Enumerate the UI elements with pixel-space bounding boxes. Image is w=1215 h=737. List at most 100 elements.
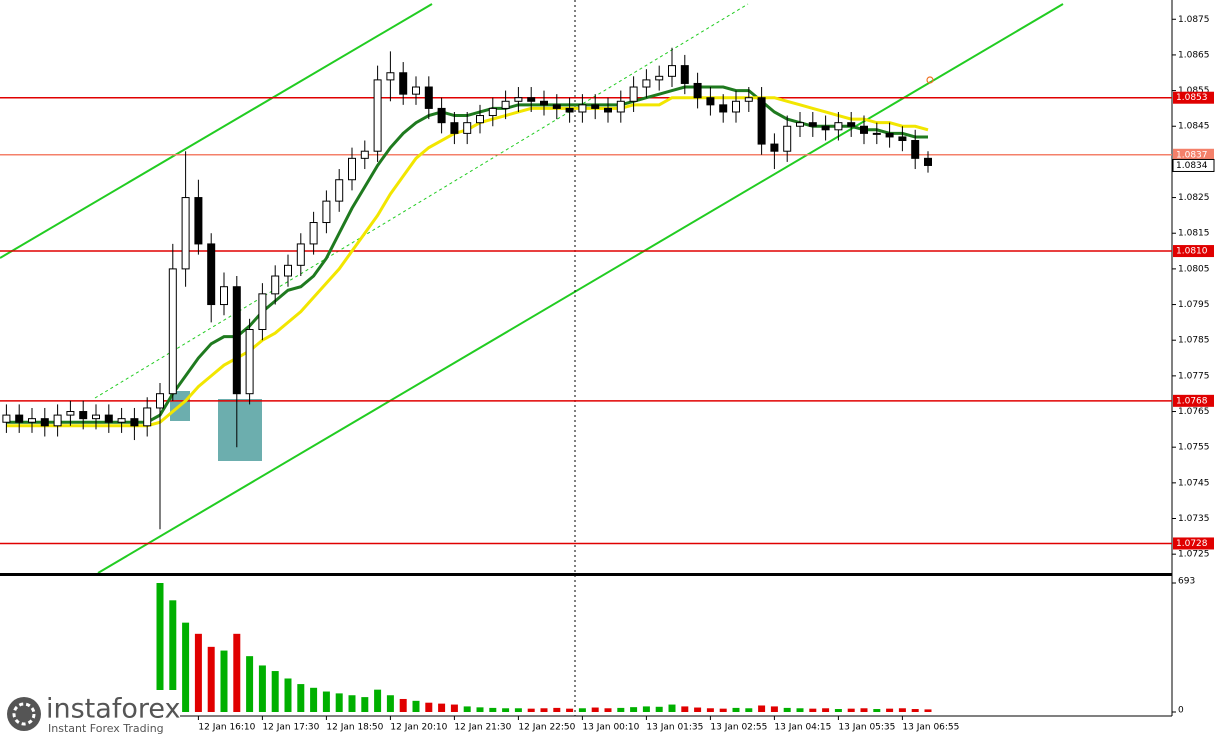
y-tick-label: 1.0825 — [1178, 193, 1210, 203]
candle-body — [40, 418, 49, 427]
volume-bar — [566, 708, 574, 712]
x-tick-label: 13 Jan 06:55 — [902, 723, 959, 733]
alert-marker — [926, 76, 934, 84]
logo-icon — [7, 697, 41, 731]
volume-bar — [450, 704, 458, 712]
level-label-box — [1173, 148, 1214, 161]
candle-body — [79, 411, 88, 420]
candle-body — [360, 150, 369, 159]
level-label: 1.0853 — [1176, 93, 1208, 103]
channel-line — [97, 3, 1064, 574]
candle-body — [655, 75, 664, 81]
volume-bar — [604, 708, 612, 712]
level-label-box — [1173, 91, 1214, 104]
candle-body — [168, 268, 177, 395]
volume-bar — [399, 698, 407, 712]
candle-body — [181, 197, 190, 270]
x-tick-label: 12 Jan 21:30 — [454, 723, 511, 733]
candle-body — [501, 100, 510, 109]
candle-body — [770, 143, 779, 152]
candle-body — [194, 197, 203, 245]
candle-body — [783, 125, 792, 152]
candle-body — [322, 200, 331, 224]
volume-bar — [502, 708, 510, 712]
candle-body — [578, 104, 587, 113]
candle-body — [540, 100, 548, 106]
candle-body — [552, 104, 561, 109]
y-tick-label: 1.0855 — [1178, 86, 1210, 96]
candle-body — [796, 122, 804, 127]
candle-body — [117, 418, 126, 423]
candle-body — [92, 414, 100, 420]
candle-body — [258, 293, 267, 331]
candle-body — [488, 107, 497, 117]
channel-line — [0, 3, 433, 259]
candle-body — [604, 107, 612, 113]
volume-bar — [617, 707, 625, 712]
candle-body — [719, 104, 728, 113]
candle-body — [629, 86, 638, 102]
candle-body — [668, 65, 676, 77]
candle-body — [476, 115, 484, 124]
volume-tick-label: 0 — [1178, 706, 1184, 716]
volume-bar — [822, 708, 830, 712]
candle-body — [744, 97, 753, 102]
candle-body — [898, 136, 907, 142]
volume-bar — [783, 707, 791, 712]
volume-bar — [361, 697, 369, 712]
x-tick-label: 13 Jan 05:35 — [838, 723, 895, 733]
candle-body — [834, 122, 843, 131]
volume-bar — [732, 707, 740, 712]
level-label: 1.0728 — [1176, 539, 1208, 549]
volume-bar — [860, 708, 868, 712]
volume-bar — [655, 706, 663, 712]
candle-body — [860, 125, 868, 134]
candle-body — [424, 86, 433, 109]
volume-bar — [182, 622, 190, 712]
level-label-box — [1173, 245, 1214, 258]
volume-bar — [310, 687, 318, 712]
candle-body — [104, 414, 113, 423]
x-tick-label: 12 Jan 17:30 — [262, 723, 319, 733]
volume-bar — [591, 707, 599, 712]
candle-body — [296, 243, 305, 266]
volume-bar — [847, 708, 855, 712]
candle-body — [335, 179, 344, 202]
candle-body — [821, 125, 830, 131]
y-tick-label: 1.0775 — [1178, 371, 1210, 381]
candle-body — [53, 414, 62, 427]
y-tick-label: 1.0845 — [1178, 122, 1210, 132]
volume-bar — [527, 708, 535, 712]
volume-bar — [476, 707, 484, 712]
volume-bar — [386, 695, 394, 712]
volume-bar — [258, 665, 266, 712]
volume-bar — [630, 707, 638, 712]
candle-body — [706, 97, 715, 106]
candle-body — [2, 414, 11, 423]
volume-bar — [873, 709, 881, 712]
x-tick-label: 13 Jan 02:55 — [710, 723, 767, 733]
y-tick-label: 1.0745 — [1178, 478, 1210, 488]
volume-bar — [463, 706, 471, 712]
volume-bar — [924, 709, 932, 712]
x-tick-label: 13 Jan 04:15 — [774, 723, 831, 733]
volume-tick-label: 693 — [1178, 577, 1195, 587]
volume-bar — [271, 671, 279, 712]
candle-body — [808, 122, 817, 127]
volume-bar — [412, 700, 420, 712]
candle-body — [412, 86, 420, 95]
drawings — [0, 0, 1064, 716]
candle-body — [220, 286, 228, 306]
volume-bar — [668, 704, 676, 712]
candle-body — [399, 72, 408, 95]
volume-bar — [770, 706, 778, 712]
candle-body — [66, 411, 75, 416]
logo-icon-detail — [12, 702, 36, 726]
volume-bar — [642, 706, 650, 712]
candle-body — [732, 100, 740, 113]
candle-body — [924, 157, 932, 166]
candle-body — [232, 286, 241, 395]
x-tick-label: 13 Jan 01:35 — [646, 723, 703, 733]
candle-body — [386, 72, 395, 81]
candle-body — [911, 140, 920, 159]
